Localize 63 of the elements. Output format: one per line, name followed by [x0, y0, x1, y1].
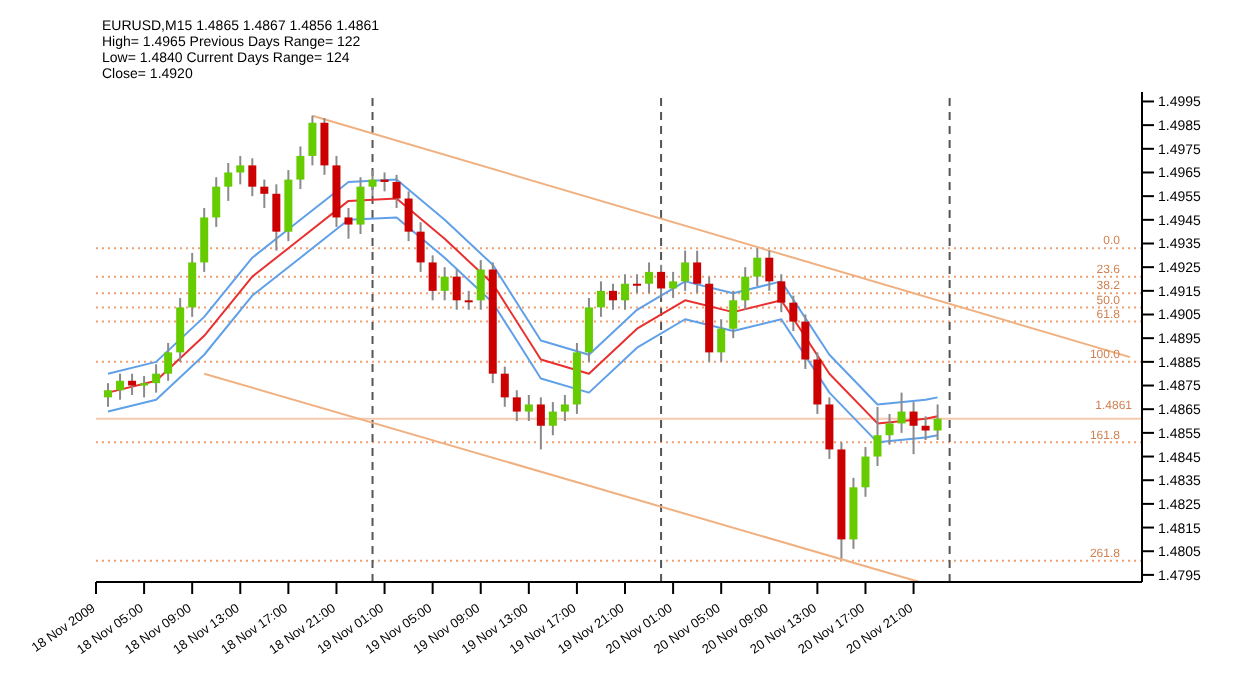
candlestick: [584, 296, 593, 363]
candlestick: [512, 389, 521, 423]
candlestick: [320, 117, 329, 176]
candlestick: [404, 190, 413, 243]
line-series: [107, 178, 939, 406]
candlestick: [741, 266, 750, 311]
candlestick: [200, 206, 209, 273]
candlestick: [873, 405, 882, 468]
candlestick: [236, 154, 245, 186]
candlestick: [308, 114, 317, 167]
candlestick: [933, 403, 942, 441]
candlestick: [188, 251, 197, 318]
candlestick: [176, 296, 185, 363]
candlestick: [356, 176, 365, 236]
candlestick: [645, 261, 654, 295]
candlestick: [452, 268, 461, 311]
candlestick: [524, 394, 533, 423]
candlestick: [921, 415, 930, 441]
candlestick: [296, 145, 305, 191]
candlestick: [813, 351, 822, 415]
candlestick: [548, 401, 557, 437]
candlestick: [885, 412, 894, 446]
candlestick: [140, 375, 149, 399]
candlestick: [608, 282, 617, 311]
candlestick: [596, 280, 605, 318]
candlestick: [368, 169, 377, 198]
candlestick: [428, 254, 437, 302]
candlestick: [560, 394, 569, 423]
candlestick: [693, 249, 702, 295]
candlestick: [777, 273, 786, 314]
candlestick: [536, 396, 545, 451]
candlestick: [212, 176, 221, 228]
candlestick: [224, 162, 233, 202]
candlestick: [681, 249, 690, 292]
candlestick: [260, 178, 269, 209]
candlestick: [464, 289, 473, 311]
candlestick: [152, 363, 161, 394]
candlestick: [116, 372, 125, 401]
candlestick: [861, 446, 870, 498]
candlestick: [717, 318, 726, 363]
candlestick: [440, 266, 449, 302]
candlestick: [657, 263, 666, 299]
candlestick: [416, 221, 425, 273]
candlestick: [825, 396, 834, 460]
candlestick: [633, 273, 642, 295]
candlestick: [248, 157, 257, 198]
candlestick: [909, 401, 918, 456]
candlestick: [729, 289, 738, 340]
candlestick: [344, 206, 353, 240]
candlestick: [392, 173, 401, 209]
candlestick: [164, 341, 173, 382]
candlestick: [801, 313, 810, 370]
candlestick: [669, 270, 678, 299]
candlestick: [104, 382, 113, 408]
candlestick: [789, 294, 798, 333]
candlestick: [476, 259, 485, 311]
candlestick: [765, 249, 774, 292]
candlestick: [621, 273, 630, 311]
candlestick: [897, 391, 906, 434]
candlestick: [753, 247, 762, 288]
candlestick: [272, 183, 281, 252]
candlestick: [128, 372, 137, 396]
candlestick: [500, 365, 509, 408]
